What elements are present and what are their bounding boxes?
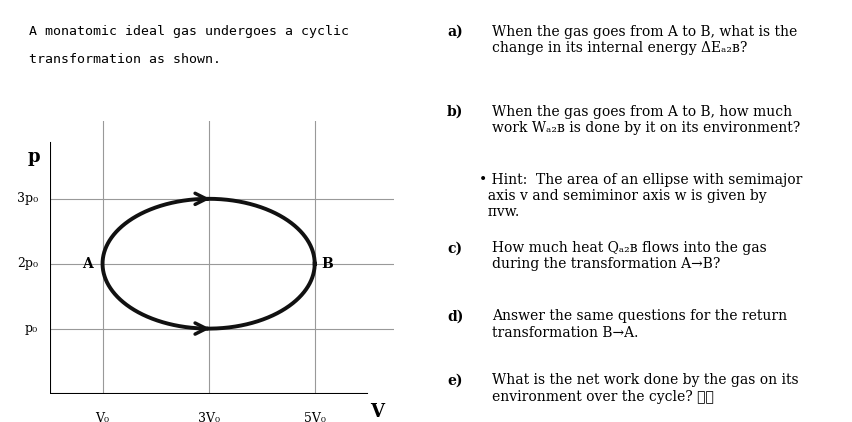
Text: When the gas goes from A to B, what is the
change in its internal energy ΔEₐ₂ʙ?: When the gas goes from A to B, what is t… xyxy=(491,24,796,55)
Text: a): a) xyxy=(446,24,462,39)
Text: A monatomic ideal gas undergoes a cyclic: A monatomic ideal gas undergoes a cyclic xyxy=(29,24,348,38)
Text: d): d) xyxy=(446,309,463,323)
Text: • Hint:  The area of an ellipse with semimajor
  axis v and semiminor axis w is : • Hint: The area of an ellipse with semi… xyxy=(479,173,802,219)
Text: When the gas goes from A to B, how much
work Wₐ₂ʙ is done by it on its environme: When the gas goes from A to B, how much … xyxy=(491,105,799,135)
Text: c): c) xyxy=(446,241,462,255)
Text: b): b) xyxy=(446,105,463,119)
Text: What is the net work done by the gas on its
environment over the cycle? ❖❖: What is the net work done by the gas on … xyxy=(491,373,797,404)
Text: e): e) xyxy=(446,373,462,387)
Text: Answer the same questions for the return
transformation B→A.: Answer the same questions for the return… xyxy=(491,309,786,340)
Text: transformation as shown.: transformation as shown. xyxy=(29,53,221,66)
Text: How much heat Qₐ₂ʙ flows into the gas
during the transformation A→B?: How much heat Qₐ₂ʙ flows into the gas du… xyxy=(491,241,765,271)
